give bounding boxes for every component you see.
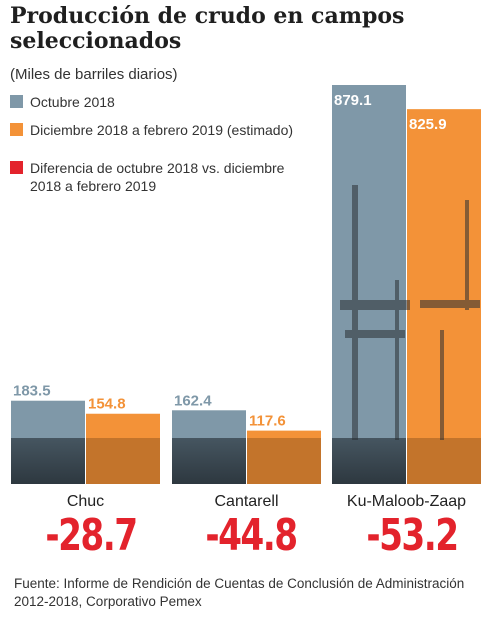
value-label-ku-maloob-zaap-diciembre: 825.9 bbox=[409, 116, 447, 133]
source-footer: Fuente: Informe de Rendición de Cuentas … bbox=[14, 576, 465, 609]
bar-texture bbox=[247, 438, 321, 484]
legend-swatch-diciembre bbox=[10, 123, 23, 136]
difference-value-ku-maloob-zaap: -53.2 bbox=[366, 510, 459, 561]
bar-chuc-diciembre bbox=[86, 413, 160, 484]
legend-label-diciembre: Diciembre 2018 a febrero 2019 (estimado) bbox=[30, 122, 294, 138]
legend-swatch-octubre bbox=[10, 95, 23, 108]
bar-cantarell-diciembre bbox=[247, 430, 321, 484]
legend-item-diferencia: Diferencia de octubre 2018 vs. diciembre… bbox=[10, 159, 300, 195]
legend-item-diciembre: Diciembre 2018 a febrero 2019 (estimado) bbox=[10, 121, 300, 139]
value-label-chuc-octubre: 183.5 bbox=[13, 383, 51, 400]
bar-ku-maloob-zaap-octubre bbox=[332, 85, 406, 484]
bar-texture bbox=[332, 438, 406, 484]
legend-item-octubre: Octubre 2018 bbox=[10, 93, 300, 111]
chart-title: Producción de crudo en campos selecciona… bbox=[10, 3, 405, 54]
legend-label-octubre: Octubre 2018 bbox=[30, 94, 115, 110]
value-label-ku-maloob-zaap-octubre: 879.1 bbox=[334, 92, 372, 109]
value-label-cantarell-diciembre: 117.6 bbox=[249, 413, 286, 430]
oil-platform-illustration bbox=[340, 185, 480, 440]
difference-value-cantarell: -44.8 bbox=[205, 510, 298, 561]
bar-texture bbox=[172, 438, 246, 484]
value-label-chuc-diciembre: 154.8 bbox=[88, 396, 126, 413]
bar-texture bbox=[86, 438, 160, 484]
category-label-chuc: Chuc bbox=[67, 493, 104, 510]
value-label-cantarell-octubre: 162.4 bbox=[174, 392, 212, 409]
category-label-ku-maloob-zaap: Ku-Maloob-Zaap bbox=[347, 493, 466, 510]
bar-texture bbox=[407, 438, 481, 484]
legend-label-diferencia: Diferencia de octubre 2018 vs. diciembre… bbox=[30, 160, 285, 194]
category-label-cantarell: Cantarell bbox=[214, 493, 278, 510]
difference-value-chuc: -28.7 bbox=[45, 510, 138, 561]
chart-subtitle: (Miles de barriles diarios) bbox=[10, 66, 178, 83]
bars-group: 183.5 154.8 Chuc 162.4 117.6 Cantarell 879.1 82… bbox=[11, 85, 481, 510]
legend-swatch-diferencia bbox=[10, 161, 23, 174]
bar-texture bbox=[11, 438, 85, 484]
